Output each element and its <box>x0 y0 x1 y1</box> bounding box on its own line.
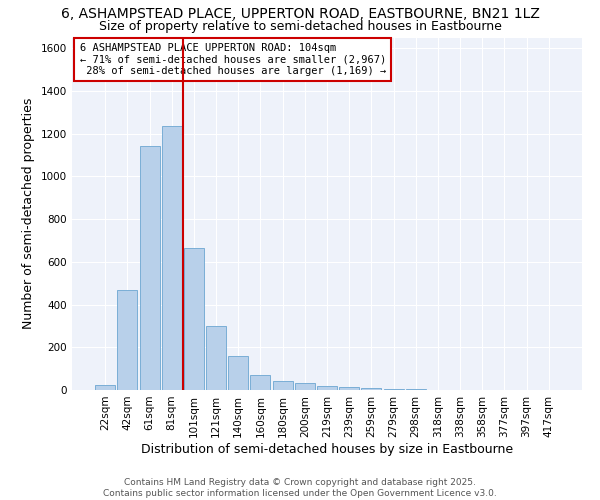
X-axis label: Distribution of semi-detached houses by size in Eastbourne: Distribution of semi-detached houses by … <box>141 442 513 456</box>
Bar <box>272 381 293 390</box>
Bar <box>206 326 226 390</box>
Bar <box>184 248 204 390</box>
Text: 6, ASHAMPSTEAD PLACE, UPPERTON ROAD, EASTBOURNE, BN21 1LZ: 6, ASHAMPSTEAD PLACE, UPPERTON ROAD, EAS… <box>61 8 539 22</box>
Y-axis label: Number of semi-detached properties: Number of semi-detached properties <box>22 98 35 330</box>
Bar <box>140 146 160 390</box>
Bar <box>317 386 337 390</box>
Text: Size of property relative to semi-detached houses in Eastbourne: Size of property relative to semi-detach… <box>98 20 502 33</box>
Bar <box>295 383 315 390</box>
Bar <box>250 375 271 390</box>
Bar <box>95 384 115 390</box>
Bar <box>383 389 404 390</box>
Bar <box>339 387 359 390</box>
Bar <box>228 356 248 390</box>
Text: Contains HM Land Registry data © Crown copyright and database right 2025.
Contai: Contains HM Land Registry data © Crown c… <box>103 478 497 498</box>
Text: 6 ASHAMPSTEAD PLACE UPPERTON ROAD: 104sqm
← 71% of semi-detached houses are smal: 6 ASHAMPSTEAD PLACE UPPERTON ROAD: 104sq… <box>80 43 386 76</box>
Bar <box>361 388 382 390</box>
Bar <box>162 126 182 390</box>
Bar <box>406 389 426 390</box>
Bar <box>118 290 137 390</box>
